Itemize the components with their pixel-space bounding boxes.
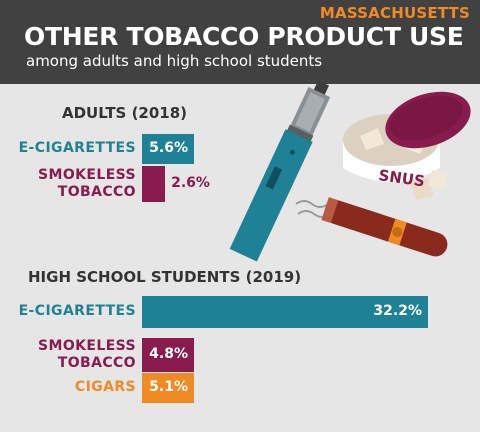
value-label: 5.1% [149,379,188,395]
state-name: MASSACHUSETTS [319,4,470,22]
bar [142,296,428,328]
category-label: E-CIGARETTES [18,303,136,319]
bar [142,338,194,372]
bar [142,166,166,202]
bar [142,373,194,403]
page-subtitle: among adults and high school students [26,52,323,70]
category-label: SMOKELESS TOBACCO [38,167,136,200]
header: MASSACHUSETTS OTHER TOBACCO PRODUCT USE … [0,0,480,84]
value-label: 4.8% [149,346,188,362]
category-label: SMOKELESS TOBACCO [38,338,136,371]
category-label: E-CIGARETTES [18,140,136,156]
value-label: 5.6% [149,140,188,156]
page-title: OTHER TOBACCO PRODUCT USE [24,22,464,51]
value-label: 32.2% [373,303,422,319]
category-label: CIGARS [74,379,136,395]
students-section-title: HIGH SCHOOL STUDENTS (2019) [28,268,302,286]
value-label: 2.6% [171,175,210,191]
bar [142,134,194,164]
e-cigarette-icon [229,80,331,262]
snus-tin-icon: SNUS [343,91,471,200]
adults-section-title: ADULTS (2018) [62,104,188,122]
cigar-icon [295,197,448,257]
